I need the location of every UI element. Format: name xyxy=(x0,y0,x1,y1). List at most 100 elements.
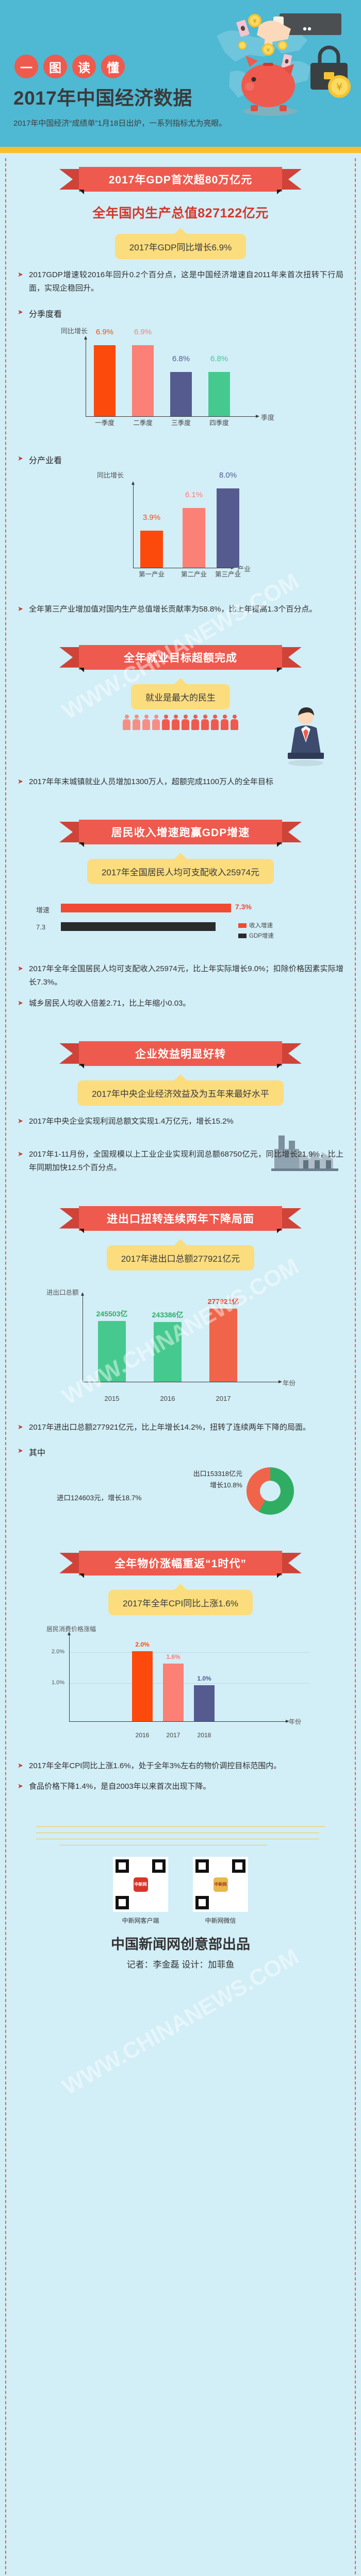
section-banner-gdp: 2017年GDP首次超80万亿元 xyxy=(59,167,302,194)
qr-logo-wechat: 中新网 xyxy=(213,1877,228,1892)
page-subtitle: 2017年中国经济“成绩单”1月18日出炉，一系列指标尤为亮眼。 xyxy=(13,119,227,128)
person-icon xyxy=(152,714,160,730)
section-banner-income-label: 居民收入增速跑赢GDP增速 xyxy=(79,820,282,844)
section-banner-cpi-label: 全年物价涨幅重返“1时代” xyxy=(79,1550,282,1575)
bar-ind-2-value: 6.1% xyxy=(185,490,203,499)
chart-cpi-ylabel: 居民消费价格涨幅 xyxy=(46,1625,96,1633)
income-bullet-2: 城乡居民人均收入倍差2.71，比上年缩小0.03。 xyxy=(18,997,343,1010)
person-icon xyxy=(172,714,179,730)
bar-q3: 6.8% xyxy=(170,354,192,416)
employment-bullet-1: 2017年年末城镇就业人员增加1300万人，超额完成1100万人的全年目标 xyxy=(18,775,343,789)
tyear-2016: 2016 xyxy=(160,1394,175,1402)
cpi-year-2016: 2016 xyxy=(135,1731,150,1739)
person-icon xyxy=(142,714,150,730)
badge-0: 一 xyxy=(14,55,38,78)
bar-q2-value: 6.9% xyxy=(134,327,152,336)
person-icon xyxy=(231,714,238,730)
section-banner-cpi: 全年物价涨幅重返“1时代” xyxy=(59,1550,302,1578)
cpi-bar-2018: 1.0% xyxy=(194,1675,215,1721)
chart-gdp-quarterly: 同比增长 季度 6.9% 6.9% 6.8% 6.8% 一季度 二季度 三季度 … xyxy=(36,324,325,442)
cat-ind-1: 第一产业 xyxy=(138,570,165,578)
badge-group: 一 图 读 懂 xyxy=(14,55,125,78)
chart-trade-xlabel: 年份 xyxy=(283,1379,296,1387)
section-banner-enterprise-label: 企业效益明显好转 xyxy=(79,1041,282,1066)
businessman-icon xyxy=(288,707,324,766)
tyear-2017: 2017 xyxy=(216,1394,231,1402)
gdp-callout: 2017年GDP同比增长6.9% xyxy=(114,234,247,259)
legend-gdp-label: GDP增速 xyxy=(249,933,274,939)
chart-gdp-industry-ylabel: 同比增长 xyxy=(97,471,124,479)
employment-callout: 就业是最大的民生 xyxy=(131,684,230,709)
cpi-bar-2018-value: 1.0% xyxy=(197,1674,211,1682)
chart-export-donut: 出口153318亿元 增长10.8% 进口124603元，增长18.7% xyxy=(36,1463,325,1530)
person-icon xyxy=(191,714,199,730)
person-icon xyxy=(123,714,130,730)
chart-gdp-industry: 同比增长 产业 3.9% 6.1% 8.0% 第一产业 第二产业 第三产业 xyxy=(36,470,325,594)
tbar-2015-value: 245503亿 xyxy=(96,1309,128,1318)
qr-row: 中新网 中新网客户端 中新网 中新网微信 xyxy=(0,1857,361,1925)
footer-title: 中国新闻网创意部出品 xyxy=(111,1937,250,1953)
chart-cpi: 居民消费价格涨幅 2.0% 1.0% 年份 2.0% 1.6% 1.0% 201… xyxy=(31,1621,330,1750)
people-icon-row xyxy=(0,714,361,730)
cpi-ytick-1: 2.0% xyxy=(52,1648,65,1655)
person-icon xyxy=(211,714,219,730)
cpi-callout: 2017年全年CPI同比上涨1.6% xyxy=(108,1589,253,1615)
section-banner-enterprise: 企业效益明显好转 xyxy=(59,1041,302,1069)
bar-q4: 6.8% xyxy=(208,354,230,416)
trade-bullet-1: 2017年进出口总额277921亿元，比上年增长14.2%，扭转了连续两年下降的… xyxy=(18,1421,343,1434)
badge-1: 图 xyxy=(43,55,67,78)
cpi-bullet-2: 食品价格下降1.4%，是自2003年以来首次出现下降。 xyxy=(18,1780,343,1793)
tbar-2017: 277921亿 xyxy=(208,1297,239,1382)
yellow-divider xyxy=(0,147,361,153)
trade-midnote: 其中 xyxy=(18,1446,343,1458)
qr-item-wechat[interactable]: 中新网 中新网微信 xyxy=(193,1857,248,1925)
cpi-bar-2017: 1.6% xyxy=(163,1653,184,1721)
badge-2: 读 xyxy=(72,55,96,78)
hbar-label-growth: 增速 xyxy=(36,906,50,914)
qr-caption-app: 中新网客户端 xyxy=(122,1917,159,1925)
bar-ind-3-value: 8.0% xyxy=(219,470,237,480)
legend-gdp: GDP增速 xyxy=(238,931,274,940)
chart-gdp-industry-xlabel: 产业 xyxy=(237,565,251,573)
income-bullet-1: 2017年全年全国居民人均可支配收入25974元，比上年实际增长9.0%；扣除价… xyxy=(18,962,343,990)
enterprise-bullet-1: 2017年中央企业实现利润总额文实现1.4万亿元，增长15.2% xyxy=(18,1115,343,1128)
cpi-bar-2016-value: 2.0% xyxy=(135,1640,150,1648)
bar-ind-2: 6.1% xyxy=(183,490,205,568)
gdp-closing: 全年第三产业增加值对国内生产总值增长贡献率为58.8%，比上年提高1.3个百分点… xyxy=(18,603,343,616)
bar-ind-3: 8.0% xyxy=(217,471,239,568)
cpi-bar-2017-value: 1.6% xyxy=(166,1653,180,1660)
svg-text:¥: ¥ xyxy=(253,18,257,25)
cat-ind-3: 第三产业 xyxy=(215,570,241,578)
gdp-headline: 全年国内生产总值827122亿元 xyxy=(92,206,269,221)
hbar-label-value: 7.3 xyxy=(36,923,46,931)
trade-callout: 2017年进出口总额277921亿元 xyxy=(106,1245,255,1270)
qr-code-wechat[interactable]: 中新网 xyxy=(193,1857,248,1912)
bar-q1: 6.9% xyxy=(94,328,116,416)
cat-q3: 三季度 xyxy=(171,419,191,427)
cat-q2: 二季度 xyxy=(133,419,153,427)
person-icon xyxy=(182,714,189,730)
bar-q3-value: 6.8% xyxy=(172,354,190,363)
svg-text:¥: ¥ xyxy=(336,81,342,93)
cpi-year-2017: 2017 xyxy=(166,1731,180,1739)
tyear-2015: 2015 xyxy=(104,1394,120,1402)
gdp-bullet-1: 2017GDP增速较2016年回升0.2个百分点，这是中国经济增速自2011年来… xyxy=(18,268,343,296)
bar-q2: 6.9% xyxy=(132,328,154,416)
legend-income: 收入增速 xyxy=(238,921,273,929)
chart-gdp-quarterly-ylabel: 同比增长 xyxy=(61,327,88,335)
chart-cpi-xlabel: 年份 xyxy=(289,1718,302,1725)
income-callout: 2017年全国居民人均可支配收入25974元 xyxy=(87,859,274,884)
tbar-2015: 245503亿 xyxy=(96,1310,127,1382)
qr-item-app[interactable]: 中新网 中新网客户端 xyxy=(113,1857,168,1925)
bar-ind-1-value: 3.9% xyxy=(142,513,161,522)
section-banner-employment: 全年就业目标超额完成 xyxy=(59,645,302,672)
donut-label-2: 增长10.8% xyxy=(210,1481,242,1489)
chart-gdp-quarterly-xlabel: 季度 xyxy=(261,413,275,421)
tbar-2016: 243386亿 xyxy=(152,1311,183,1382)
person-icon xyxy=(133,714,140,730)
gdp-subhead-quarter: 分季度看 xyxy=(18,307,343,319)
hbar-gdp xyxy=(61,922,216,931)
cpi-bullet-1: 2017年全年CPI同比上涨1.6%，处于全年3%左右的物价调控目标范围内。 xyxy=(18,1759,343,1773)
qr-code-app[interactable]: 中新网 xyxy=(113,1857,168,1912)
page-title: 2017年中国经济数据 xyxy=(13,88,192,109)
